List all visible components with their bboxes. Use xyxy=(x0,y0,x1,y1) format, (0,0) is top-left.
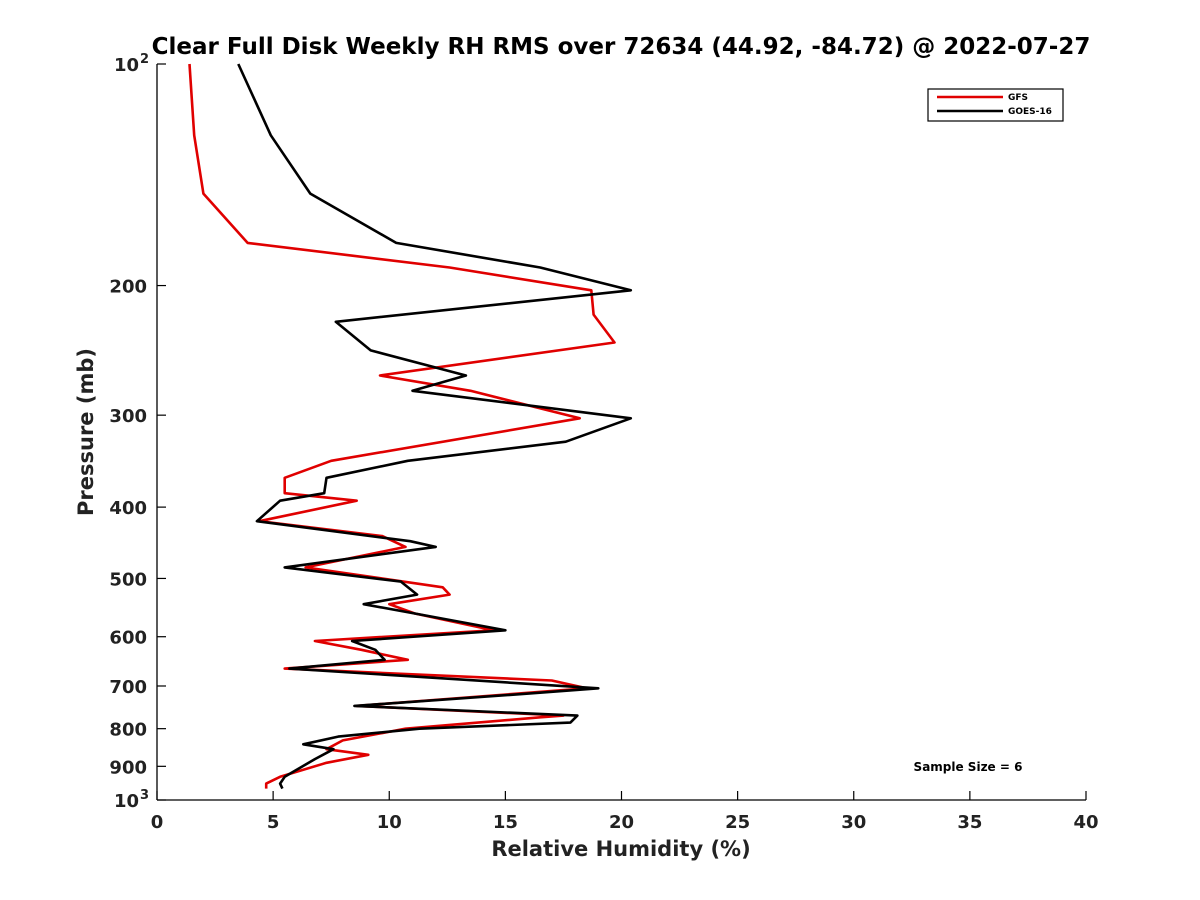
series-line-gfs xyxy=(188,63,616,789)
series-layer xyxy=(188,63,633,790)
y-tick-label: 900 xyxy=(109,757,147,778)
y-tick-label: 500 xyxy=(109,569,147,590)
x-tick-label: 10 xyxy=(377,812,402,833)
x-tick-label: 15 xyxy=(493,812,518,833)
legend-box xyxy=(927,88,1064,122)
y-tick-label: 300 xyxy=(109,406,147,427)
x-ticks: 0 5 10 15 20 25 30 35 40 xyxy=(151,791,1099,833)
y-tick-label: 800 xyxy=(109,720,147,741)
x-tick-label: 20 xyxy=(609,812,634,833)
x-tick-label: 25 xyxy=(725,812,750,833)
series-line-goes-16 xyxy=(237,63,633,790)
sample-size-annotation: Sample Size = 6 xyxy=(914,760,1023,774)
y-tick-label: 200 xyxy=(109,277,147,298)
y-tick-label: 10 xyxy=(114,791,139,812)
chart-title: Clear Full Disk Weekly RH RMS over 72634… xyxy=(152,34,1091,60)
y-tick-exponent: 2 xyxy=(140,52,149,67)
y-tick-label: 700 xyxy=(109,677,147,698)
y-tick-label: 600 xyxy=(109,628,147,649)
x-tick-label: 5 xyxy=(267,812,280,833)
x-tick-label: 0 xyxy=(151,812,164,833)
x-tick-label: 35 xyxy=(957,812,982,833)
y-axis-label: Pressure (mb) xyxy=(74,348,98,516)
y-tick-label: 10 xyxy=(114,55,139,76)
x-tick-label: 40 xyxy=(1073,812,1098,833)
y-tick-label: 400 xyxy=(109,498,147,519)
legend-label-gfs: GFS xyxy=(1008,93,1028,103)
legend-label-goes-16: GOES-16 xyxy=(1008,107,1052,117)
y-tick-exponent: 3 xyxy=(140,788,149,803)
x-tick-label: 30 xyxy=(841,812,866,833)
legend: GFS GOES-16 xyxy=(927,88,1064,122)
x-axis-label: Relative Humidity (%) xyxy=(491,837,750,861)
